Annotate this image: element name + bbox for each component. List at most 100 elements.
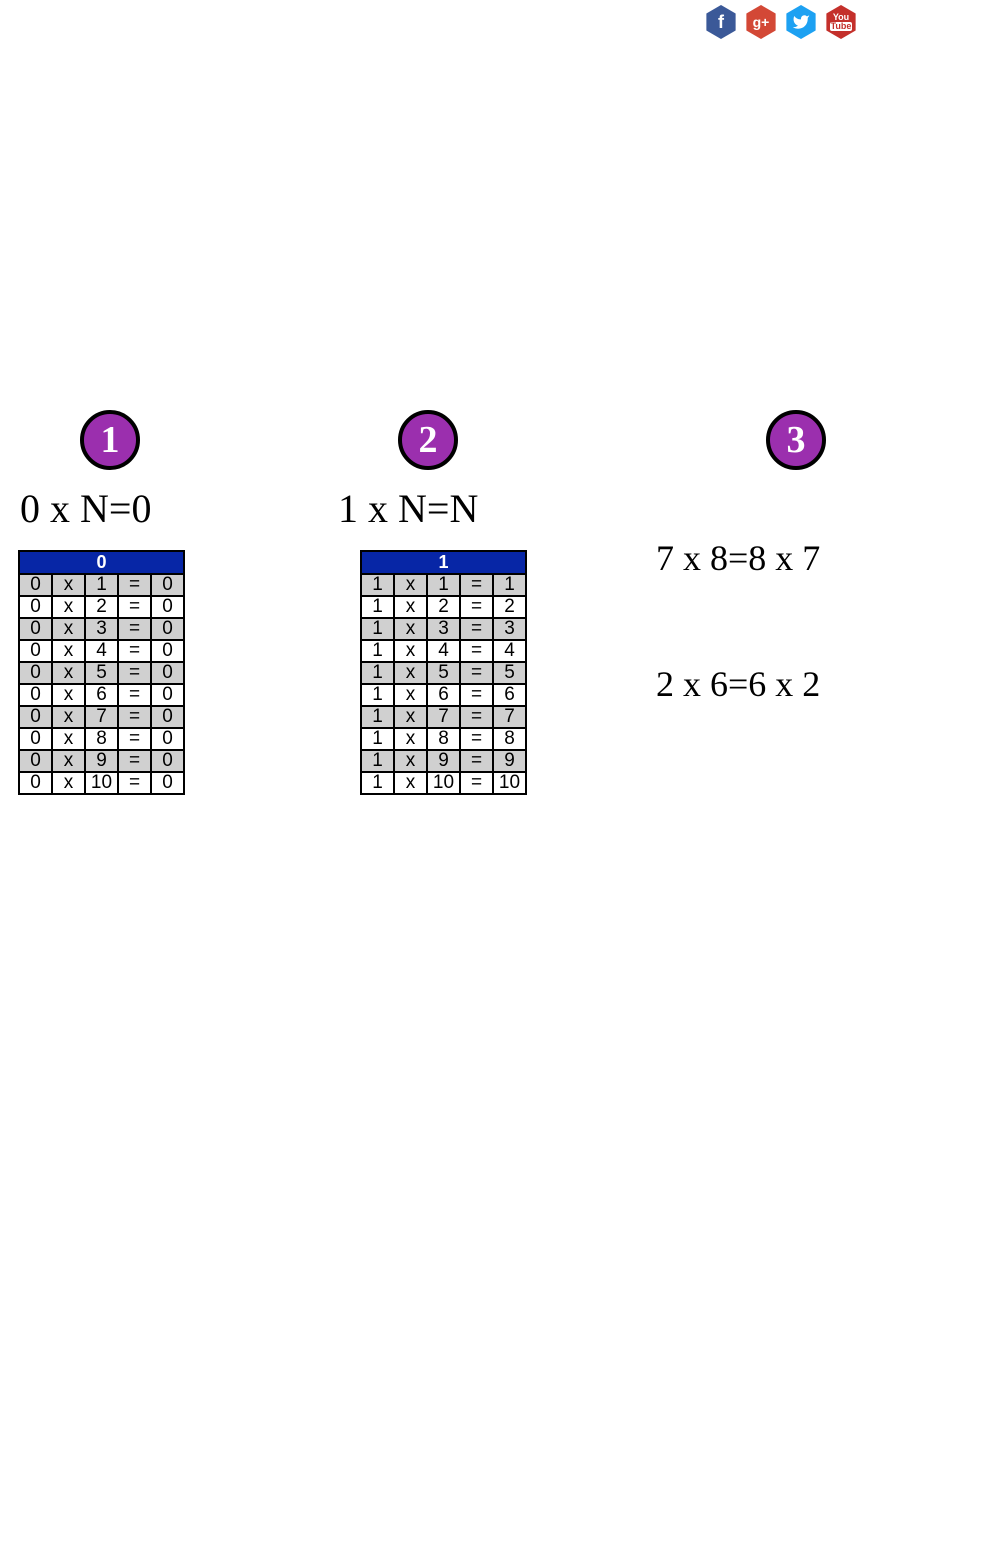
- table-cell: x: [394, 640, 427, 662]
- table-cell: x: [394, 596, 427, 618]
- table-row: 0x3=0: [19, 618, 184, 640]
- table-cell: =: [118, 640, 151, 662]
- table-cell: 0: [19, 574, 52, 596]
- column-3: 3 7 x 8=8 x 7 2 x 6=6 x 2: [656, 410, 956, 795]
- table-cell: 4: [85, 640, 118, 662]
- table-cell: x: [394, 618, 427, 640]
- table-cell: 1: [361, 618, 394, 640]
- table-cell: 10: [85, 772, 118, 794]
- table-cell: 7: [85, 706, 118, 728]
- table-cell: 1: [493, 574, 526, 596]
- table-row: 1x6=6: [361, 684, 526, 706]
- table-cell: 1: [361, 640, 394, 662]
- formula-3b: 2 x 6=6 x 2: [656, 663, 820, 705]
- formula-3a: 7 x 8=8 x 7: [656, 537, 820, 579]
- content-row: 1 0 x N=0 0 0x1=00x2=00x3=00x4=00x5=00x6…: [20, 410, 960, 795]
- table-cell: x: [394, 706, 427, 728]
- table-cell: 0: [151, 706, 184, 728]
- table-cell: 0: [151, 728, 184, 750]
- table-cell: x: [394, 662, 427, 684]
- youtube-label-bottom: Tube: [830, 22, 853, 31]
- table-cell: 1: [361, 772, 394, 794]
- table-cell: =: [460, 662, 493, 684]
- table-cell: x: [52, 596, 85, 618]
- table-cell: 8: [85, 728, 118, 750]
- table-cell: =: [460, 640, 493, 662]
- facebook-label: f: [718, 12, 724, 33]
- table-zero-header: 0: [19, 551, 184, 574]
- table-cell: 5: [85, 662, 118, 684]
- table-cell: 7: [427, 706, 460, 728]
- table-cell: 0: [151, 684, 184, 706]
- table-cell: x: [394, 772, 427, 794]
- table-cell: 9: [493, 750, 526, 772]
- table-cell: 0: [19, 750, 52, 772]
- table-row: 1x4=4: [361, 640, 526, 662]
- table-cell: 6: [85, 684, 118, 706]
- table-cell: 1: [361, 596, 394, 618]
- twitter-icon[interactable]: [784, 5, 818, 39]
- table-cell: 0: [19, 618, 52, 640]
- table-cell: =: [118, 662, 151, 684]
- table-row: 0x5=0: [19, 662, 184, 684]
- googleplus-icon[interactable]: g+: [744, 5, 778, 39]
- table-cell: =: [118, 706, 151, 728]
- table-row: 1x3=3: [361, 618, 526, 640]
- table-cell: 8: [493, 728, 526, 750]
- table-cell: x: [52, 706, 85, 728]
- table-one-body: 1x1=11x2=21x3=31x4=41x5=51x6=61x7=71x8=8…: [361, 574, 526, 794]
- youtube-icon[interactable]: You Tube: [824, 5, 858, 39]
- table-cell: =: [460, 750, 493, 772]
- table-row: 0x10=0: [19, 772, 184, 794]
- table-cell: 1: [361, 728, 394, 750]
- table-row: 1x2=2: [361, 596, 526, 618]
- table-cell: 5: [493, 662, 526, 684]
- table-cell: 4: [493, 640, 526, 662]
- table-cell: 6: [427, 684, 460, 706]
- table-cell: 9: [85, 750, 118, 772]
- column-2: 2 1 x N=N 1 1x1=11x2=21x3=31x4=41x5=51x6…: [338, 410, 656, 795]
- table-cell: 3: [493, 618, 526, 640]
- twitter-bird-icon: [792, 13, 810, 31]
- table-cell: 9: [427, 750, 460, 772]
- table-cell: =: [460, 684, 493, 706]
- table-one-header: 1: [361, 551, 526, 574]
- table-cell: x: [52, 684, 85, 706]
- table-cell: 0: [151, 574, 184, 596]
- table-cell: x: [52, 662, 85, 684]
- table-cell: 0: [151, 662, 184, 684]
- table-cell: x: [52, 728, 85, 750]
- formula-2: 1 x N=N: [338, 485, 478, 532]
- table-cell: 0: [151, 640, 184, 662]
- table-row: 1x5=5: [361, 662, 526, 684]
- table-row: 0x6=0: [19, 684, 184, 706]
- table-row: 0x4=0: [19, 640, 184, 662]
- table-one: 1 1x1=11x2=21x3=31x4=41x5=51x6=61x7=71x8…: [360, 550, 527, 795]
- table-cell: =: [118, 728, 151, 750]
- table-cell: 1: [361, 662, 394, 684]
- table-cell: x: [52, 640, 85, 662]
- youtube-label: You Tube: [830, 13, 853, 31]
- table-zero-body: 0x1=00x2=00x3=00x4=00x5=00x6=00x7=00x8=0…: [19, 574, 184, 794]
- table-cell: x: [394, 684, 427, 706]
- table-zero: 0 0x1=00x2=00x3=00x4=00x5=00x6=00x7=00x8…: [18, 550, 185, 795]
- table-row: 1x9=9: [361, 750, 526, 772]
- table-cell: 1: [427, 574, 460, 596]
- table-cell: 3: [85, 618, 118, 640]
- table-cell: =: [118, 750, 151, 772]
- table-cell: 10: [427, 772, 460, 794]
- table-cell: 2: [85, 596, 118, 618]
- table-cell: 1: [85, 574, 118, 596]
- table-cell: =: [118, 596, 151, 618]
- facebook-icon[interactable]: f: [704, 5, 738, 39]
- table-row: 0x8=0: [19, 728, 184, 750]
- badge-3: 3: [766, 410, 826, 470]
- table-cell: 5: [427, 662, 460, 684]
- badge-1: 1: [80, 410, 140, 470]
- table-cell: 0: [151, 618, 184, 640]
- table-cell: 0: [151, 750, 184, 772]
- table-cell: =: [460, 728, 493, 750]
- formula-1: 0 x N=0: [20, 485, 151, 532]
- table-cell: 4: [427, 640, 460, 662]
- table-cell: 0: [151, 596, 184, 618]
